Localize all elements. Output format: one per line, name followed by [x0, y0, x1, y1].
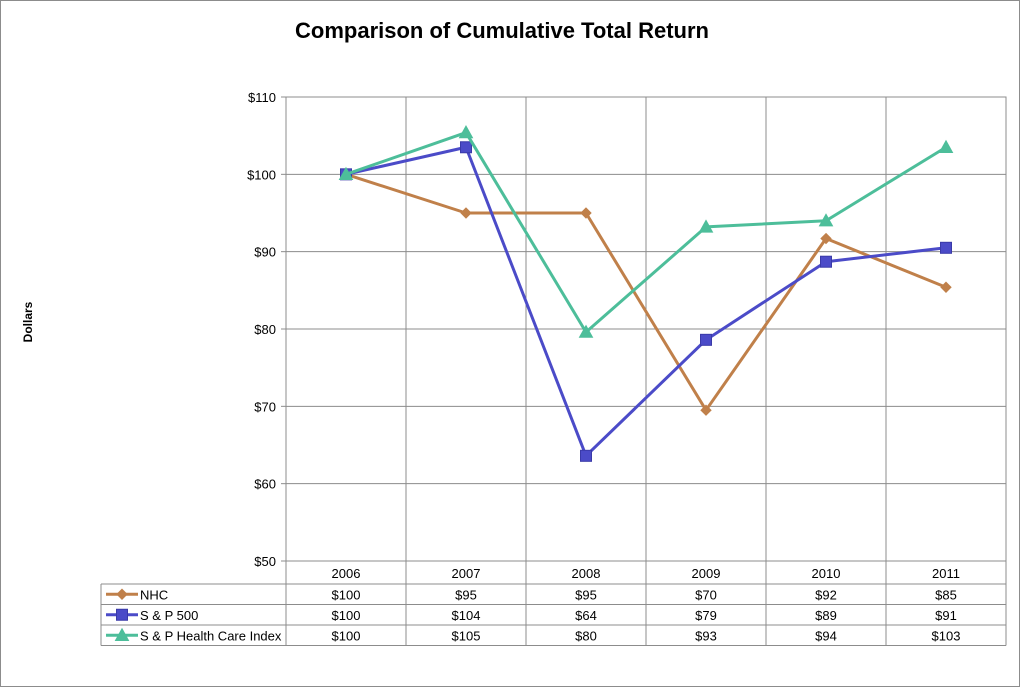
- table-cell: $93: [695, 628, 717, 643]
- data-point: [820, 232, 832, 245]
- table-cell: $100: [332, 628, 361, 643]
- y-tick-label: $110: [248, 90, 276, 105]
- data-point: [460, 207, 472, 219]
- data-point: [700, 404, 712, 416]
- table-cell: $104: [452, 608, 481, 623]
- chart-title: Comparison of Cumulative Total Return: [295, 18, 709, 43]
- x-tick-label: 2011: [932, 566, 960, 581]
- x-tick-label: 2006: [332, 566, 361, 581]
- y-tick-label: $60: [254, 477, 276, 492]
- data-point: [460, 141, 472, 154]
- table-cell: $94: [815, 628, 837, 643]
- legend-entry: S & P Health Care Index: [140, 628, 282, 643]
- data-point: [338, 166, 354, 181]
- table-cell: $105: [452, 628, 481, 643]
- data-point: [458, 125, 474, 139]
- table-cell: $79: [695, 608, 717, 623]
- legend-marker: [116, 588, 128, 600]
- y-tick-label: $50: [254, 554, 276, 569]
- table-cell: $95: [455, 587, 477, 602]
- legend-entry: NHC: [140, 587, 168, 602]
- x-tick-label: 2007: [452, 566, 481, 581]
- table-cell: $100: [332, 608, 361, 623]
- y-tick-label: $70: [254, 399, 276, 414]
- table-cell: $100: [332, 587, 361, 602]
- table-cell: $70: [695, 587, 717, 602]
- series-line-1: [345, 145, 947, 458]
- data-point: [578, 324, 594, 338]
- series-line-2: [345, 131, 947, 334]
- data-point: [938, 139, 954, 153]
- x-tick-label: 2009: [692, 566, 721, 581]
- y-tick-label: $100: [247, 167, 276, 182]
- legend-marker: [116, 608, 128, 621]
- data-point: [940, 241, 952, 254]
- data-point: [818, 213, 834, 227]
- data-point: [940, 281, 952, 293]
- data-point: [700, 333, 712, 346]
- table-cell: $80: [575, 628, 597, 643]
- legend-marker: [114, 627, 130, 641]
- table-cell: $103: [932, 628, 961, 643]
- series-line-0: [345, 172, 947, 412]
- table-cell: $85: [935, 587, 957, 602]
- table-cell: $92: [815, 587, 837, 602]
- table-cell: $64: [575, 608, 597, 623]
- data-point: [698, 219, 714, 233]
- table-cell: $91: [935, 608, 957, 623]
- table-cell: $89: [815, 608, 837, 623]
- data-point: [580, 449, 592, 462]
- data-point: [580, 207, 592, 219]
- table-cell: $95: [575, 587, 597, 602]
- legend-entry: S & P 500: [140, 608, 198, 623]
- data-point: [820, 255, 832, 268]
- x-tick-label: 2008: [572, 566, 601, 581]
- y-tick-label: $80: [254, 322, 276, 337]
- y-tick-label: $90: [254, 245, 276, 260]
- x-tick-label: 2010: [812, 566, 841, 581]
